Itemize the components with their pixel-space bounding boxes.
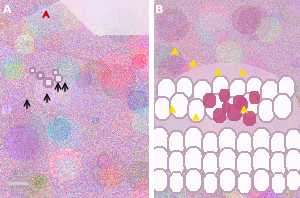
Bar: [8, 182, 28, 185]
Text: B: B: [155, 5, 164, 15]
Text: A: A: [3, 5, 12, 15]
